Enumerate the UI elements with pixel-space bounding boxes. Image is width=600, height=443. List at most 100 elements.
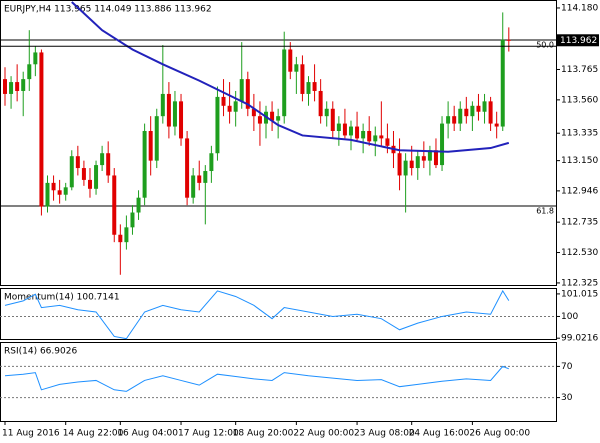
momentum-panel [0, 288, 557, 340]
panel-title: EURJPY,H4 113.965 114.049 113.886 113.96… [4, 5, 212, 15]
candle-body [227, 105, 232, 112]
candle-body [409, 160, 414, 169]
candle-body [100, 153, 105, 166]
candle-body [361, 130, 366, 139]
candle-body [179, 101, 184, 139]
candle-body [482, 101, 487, 112]
candle-body [251, 108, 256, 117]
last-price-label: 113.962 [560, 36, 597, 46]
candle-body [421, 156, 426, 161]
candle-body [433, 150, 438, 166]
candle-body [160, 93, 165, 117]
panel-title: RSI(14) 66.9026 [4, 347, 77, 357]
candle-body [3, 79, 7, 94]
y-tick-label: 112.735 [561, 218, 598, 228]
candle-body [324, 108, 329, 117]
candle-body [288, 49, 293, 72]
candle-body [166, 93, 171, 127]
y-tick-label: 114.180 [561, 3, 598, 13]
candle-body [33, 52, 38, 65]
x-tick-label: 16 Aug 04:00 [117, 429, 178, 439]
candle-body [154, 116, 159, 161]
candle-body [446, 116, 451, 124]
candle-body [336, 123, 341, 131]
last-price-box [557, 34, 599, 47]
candle-body [27, 64, 32, 80]
candle-body [75, 156, 80, 169]
candle-body [172, 101, 177, 127]
candle-body [57, 190, 62, 195]
candle-body [15, 82, 20, 91]
candle-body [148, 130, 153, 161]
candle-body [21, 79, 26, 91]
candle-body [209, 153, 214, 172]
candle-body [106, 153, 111, 176]
candle-body [476, 105, 481, 112]
candle-body [282, 49, 287, 117]
candle-body [197, 175, 202, 183]
candle-body [294, 64, 299, 72]
candle-body [318, 90, 323, 117]
candle-body [500, 39, 505, 127]
x-tick-label: 17 Aug 12:00 [178, 429, 239, 439]
y-tick-label: 101.015 [561, 289, 598, 299]
y-tick-label: 113.560 [561, 95, 598, 105]
candle-body [458, 108, 463, 124]
candle-body [415, 156, 420, 169]
y-tick-label: 30 [561, 393, 573, 403]
y-tick-label: 112.946 [561, 186, 598, 196]
x-tick-label: 18 Aug 20:00 [233, 429, 294, 439]
candle-body [348, 126, 353, 136]
candle-body [191, 175, 196, 198]
candle-body [373, 135, 378, 142]
candle-body [300, 64, 305, 94]
candle-body [142, 130, 147, 198]
candle-body [276, 116, 281, 121]
candle-body [355, 126, 360, 139]
y-tick-label: 113.765 [561, 65, 598, 75]
candle-body [330, 108, 335, 131]
candle-body [452, 116, 457, 124]
candle-body [124, 227, 129, 243]
candle-body [112, 175, 117, 235]
candle-body [63, 187, 68, 195]
candle-body [403, 160, 408, 176]
x-tick-label: 22 Aug 00:00 [293, 429, 354, 439]
y-tick-label: 113.335 [561, 129, 598, 139]
candle-body [221, 96, 226, 106]
candle-body [69, 156, 74, 188]
x-tick-label: 14 Aug 22:00 [63, 429, 124, 439]
candle-body [270, 111, 275, 121]
y-tick-label: 100 [561, 312, 578, 322]
y-tick-label: 113.150 [561, 156, 598, 166]
indicator-line [4, 289, 510, 340]
candle-body [185, 138, 190, 198]
candle-body [45, 182, 50, 207]
candle-body [215, 96, 220, 154]
candle-body [367, 130, 372, 142]
candle-body [51, 182, 56, 191]
x-tick-label: 26 Aug 00:00 [469, 429, 530, 439]
x-tick-label: 11 Aug 2016 [2, 429, 60, 439]
y-tick-label: 112.530 [561, 248, 598, 258]
y-tick-label: 112.325 [561, 278, 598, 288]
moving-average [71, 1, 510, 153]
candle-body [488, 101, 493, 124]
x-tick-label: 24 Aug 16:00 [409, 429, 470, 439]
candle-body [440, 123, 445, 166]
candle-body [342, 123, 347, 136]
candle-body [257, 116, 262, 124]
y-tick-label: 70 [561, 362, 573, 372]
candle-body [87, 179, 92, 189]
candle-body [39, 52, 44, 207]
candle-body [470, 105, 475, 117]
candle-body [312, 82, 317, 91]
x-tick-label: 23 Aug 08:00 [354, 429, 415, 439]
candle-body [306, 82, 311, 94]
candle-body [233, 101, 238, 112]
panel-title: Momentum(14) 100.7141 [4, 293, 120, 303]
candle-body [385, 138, 390, 146]
candle-body [9, 82, 14, 94]
candle-body [427, 150, 432, 161]
